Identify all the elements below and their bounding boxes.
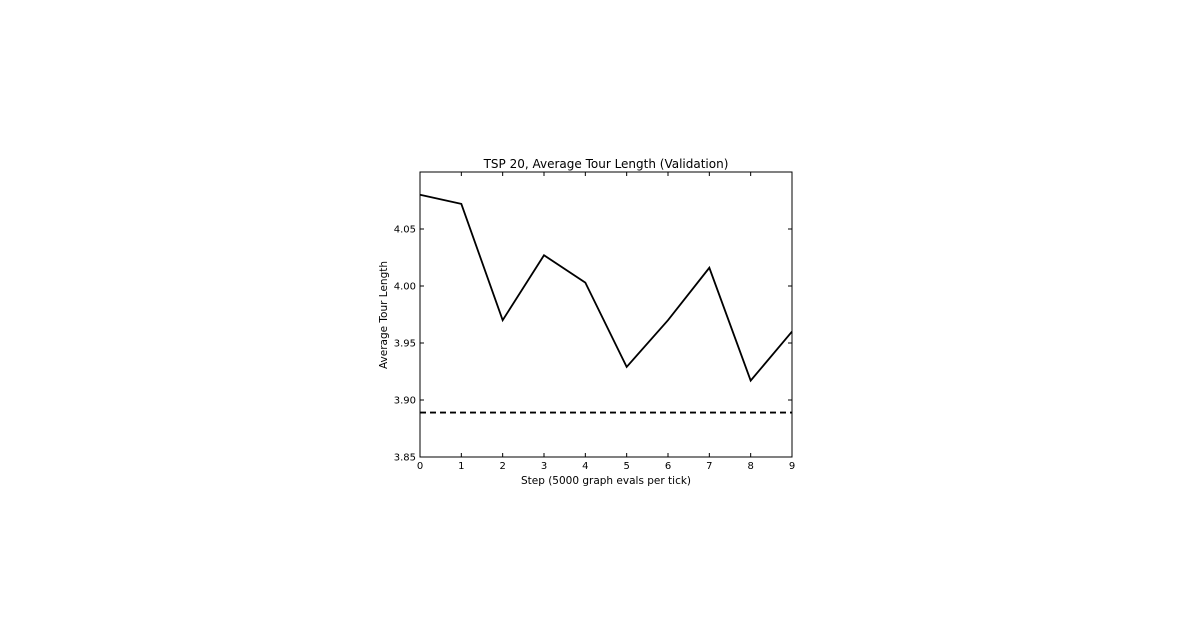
chart-title: TSP 20, Average Tour Length (Validation) — [483, 157, 729, 171]
x-tick-label: 6 — [665, 461, 671, 472]
y-tick-label: 4.00 — [394, 282, 416, 293]
plot-frame — [419, 171, 793, 458]
y-tick-label: 3.90 — [394, 396, 416, 407]
y-tick-label: 4.05 — [394, 225, 416, 236]
x-tick-label: 9 — [789, 461, 795, 472]
x-tick-label: 4 — [582, 461, 588, 472]
axes: 0 1 2 3 4 5 6 7 8 9 3.85 3.90 3.95 4.00 4.05 — [394, 171, 795, 472]
x-tick-label: 1 — [458, 461, 464, 472]
y-tick-label: 3.95 — [394, 339, 416, 350]
x-tick-label: 0 — [417, 461, 423, 472]
y-axis-label: Average Tour Length — [378, 261, 390, 369]
x-tick-label: 3 — [541, 461, 547, 472]
x-tick-label: 7 — [706, 461, 712, 472]
x-tick-label: 5 — [623, 461, 629, 472]
series-line — [419, 193, 793, 383]
x-tick-label: 8 — [747, 461, 753, 472]
plot-area — [419, 193, 793, 414]
x-tick-label: 2 — [499, 461, 505, 472]
y-tick-label: 3.85 — [394, 453, 416, 464]
x-axis-label: Step (5000 graph evals per tick) — [521, 475, 691, 487]
